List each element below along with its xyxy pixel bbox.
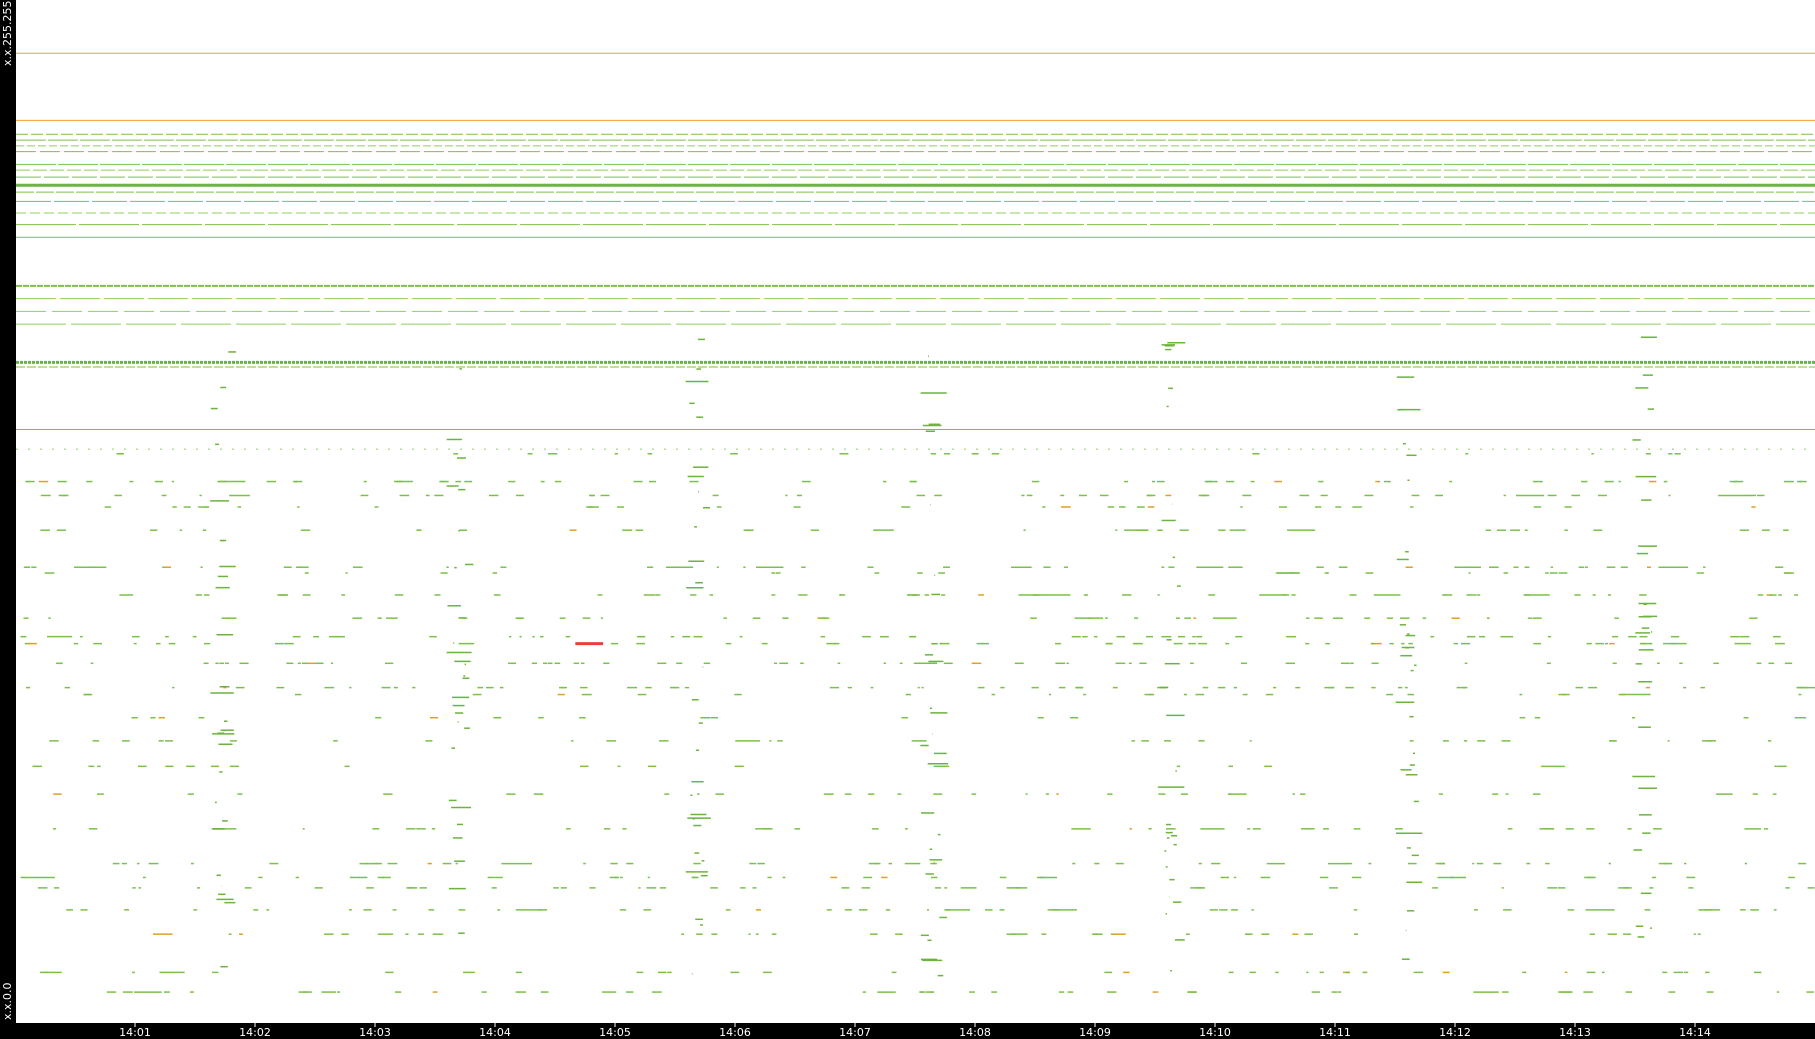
time-tick-label: 14:05 [599,1026,631,1039]
address-bottom-label: x.x.0.0 [1,982,14,1020]
traffic-marks [16,52,1815,993]
address-axis-bar [0,0,16,1039]
time-axis-bar [0,1023,1815,1039]
time-tick-label: 14:09 [1079,1026,1111,1039]
time-tick-label: 14:14 [1679,1026,1711,1039]
address-top-label: x.x.255.255 [1,0,14,66]
time-tick-label: 14:01 [119,1026,151,1039]
time-tick-label: 14:06 [719,1026,751,1039]
time-tick-label: 14:11 [1319,1026,1351,1039]
time-tick-label: 14:02 [239,1026,271,1039]
time-tick-label: 14:08 [959,1026,991,1039]
time-tick-label: 14:03 [359,1026,391,1039]
time-tick-label: 14:12 [1439,1026,1471,1039]
time-tick-label: 14:04 [479,1026,511,1039]
time-tick-label: 14:10 [1199,1026,1231,1039]
time-tick-label: 14:13 [1559,1026,1591,1039]
time-ticks: 14:01 14:02 14:03 14:04 14:05 14:06 14:07 14:08… [119,1023,1711,1039]
time-tick-label: 14:07 [839,1026,871,1039]
